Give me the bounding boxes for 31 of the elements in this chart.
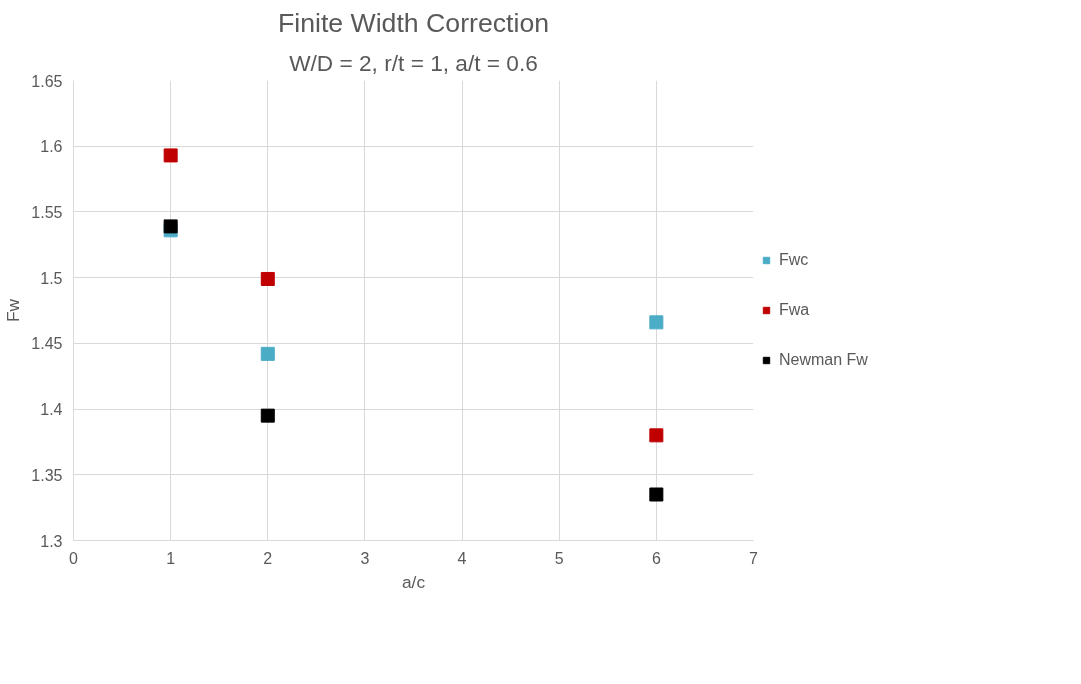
y-tick-label: 1.45 bbox=[31, 335, 63, 353]
x-tick-label: 4 bbox=[457, 549, 467, 567]
x-axis-title: a/c bbox=[401, 571, 426, 592]
point bbox=[260, 408, 275, 423]
chart-subtitle: W/D = 2, r/t = 1, a/t = 0.6 bbox=[289, 49, 538, 76]
x-tick-label: 7 bbox=[749, 549, 759, 567]
y-tick-label: 1.55 bbox=[31, 203, 63, 221]
y-tick-label: 1.65 bbox=[31, 72, 63, 90]
y-tick-label: 1.3 bbox=[40, 532, 63, 550]
legend-label: Fwc bbox=[779, 251, 809, 269]
point bbox=[649, 428, 664, 443]
legend-label: Fwa bbox=[779, 301, 810, 319]
point bbox=[260, 271, 275, 286]
chart-title: Finite Width Correction bbox=[277, 7, 550, 38]
y-tick-label: 1.6 bbox=[40, 138, 63, 156]
point bbox=[649, 487, 664, 502]
x-tick-label: 1 bbox=[166, 549, 176, 567]
point bbox=[260, 346, 275, 361]
x-tick-label: 2 bbox=[263, 549, 273, 567]
x-tick-label: 0 bbox=[69, 549, 79, 567]
point bbox=[163, 148, 178, 163]
x-tick-label: 6 bbox=[651, 549, 661, 567]
y-tick-label: 1.4 bbox=[40, 401, 63, 419]
y-tick-label: 1.35 bbox=[31, 466, 63, 484]
y-tick-label: 1.5 bbox=[40, 269, 63, 287]
y-axis-title: Fw bbox=[3, 298, 24, 323]
point bbox=[163, 219, 178, 234]
x-tick-label: 3 bbox=[360, 549, 370, 567]
legend-label: Newman Fw bbox=[779, 351, 868, 369]
x-tick-label: 5 bbox=[554, 549, 564, 567]
point bbox=[649, 315, 664, 330]
